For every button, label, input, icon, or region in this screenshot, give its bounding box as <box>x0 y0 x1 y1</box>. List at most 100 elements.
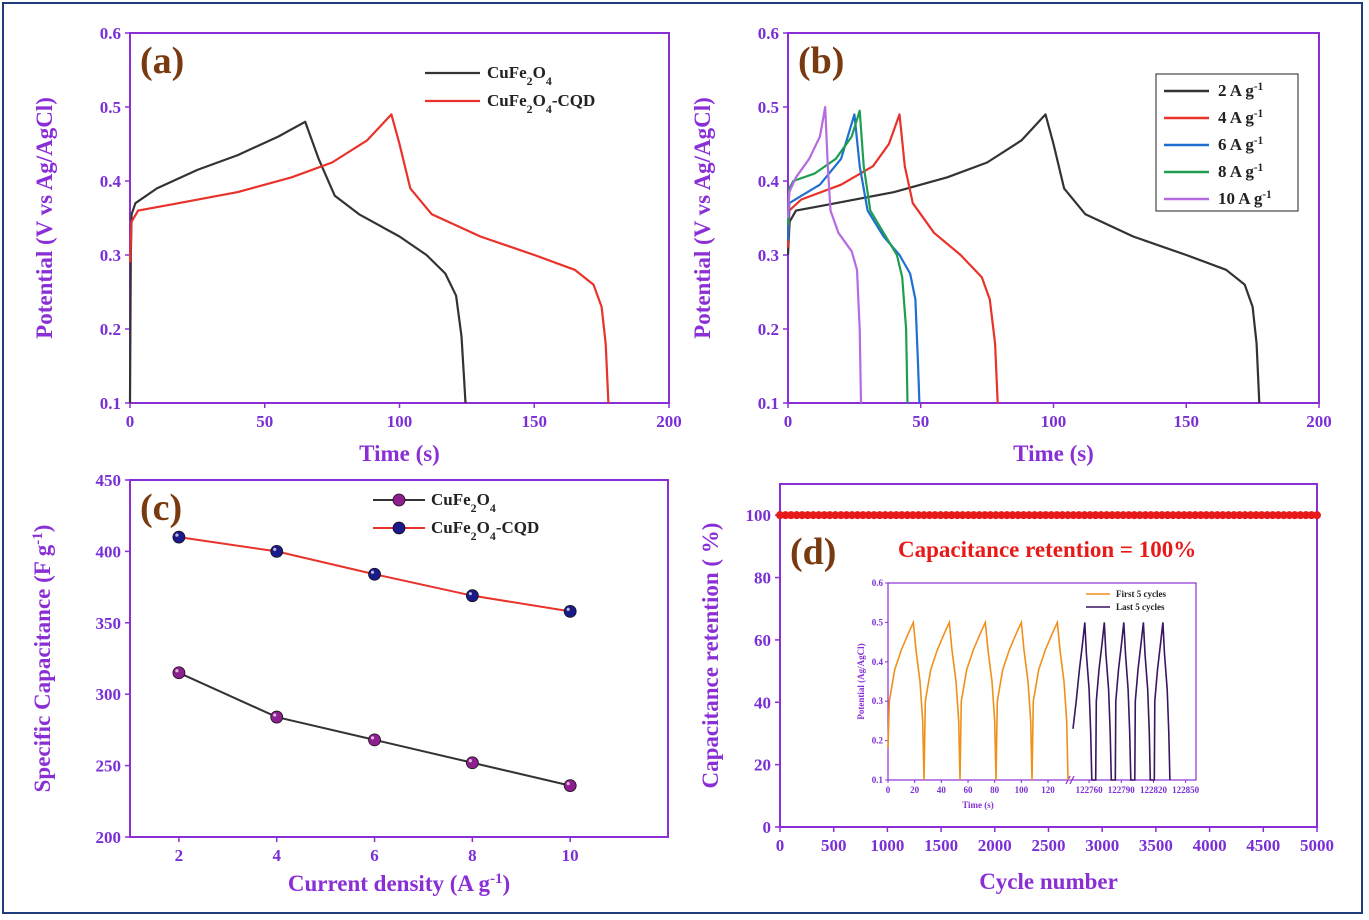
series-line-6 A g-1 <box>786 113 921 404</box>
data-point <box>931 511 940 520</box>
y-tick-label: 0.4 <box>100 172 122 191</box>
inset-y-tick-label: 0.5 <box>872 617 884 627</box>
data-point <box>1285 511 1294 520</box>
panel-d: 0 500 1000 1500 2000 2500 3000 3500 4000 4500 5000… <box>698 483 1334 894</box>
data-point <box>1229 511 1238 520</box>
data-point <box>368 733 381 747</box>
x-tick-label: 2000 <box>978 836 1012 855</box>
y-tick-label: 0.6 <box>100 24 121 43</box>
x-tick-label: 5000 <box>1300 836 1334 855</box>
x-tick-label: 10 <box>562 846 579 865</box>
x-tick-label: 50 <box>256 412 273 431</box>
y-tick-label: 80 <box>754 569 771 588</box>
data-point <box>1279 511 1288 520</box>
axis-break <box>1069 775 1075 785</box>
data-point <box>1108 511 1117 520</box>
data-point <box>1119 511 1128 520</box>
legend-label: CuFe2O4 <box>431 490 496 515</box>
plot-area-a <box>129 32 670 404</box>
data-point <box>1052 511 1061 520</box>
data-point <box>825 511 834 520</box>
data-point <box>903 511 912 520</box>
data-point <box>892 511 901 520</box>
data-point <box>563 604 577 618</box>
data-point <box>919 511 928 520</box>
data-point <box>1025 511 1034 520</box>
series-line-CuFe2O4-CQD <box>128 113 610 404</box>
data-point <box>1041 511 1050 520</box>
plot-area-c <box>129 479 669 838</box>
data-point <box>809 511 818 520</box>
data-point-highlight <box>370 736 375 740</box>
data-point <box>1058 511 1067 520</box>
data-point <box>853 511 862 520</box>
data-point <box>792 511 801 520</box>
data-point <box>1257 511 1266 520</box>
retention-annotation: Capacitance retention = 100% <box>898 537 1196 562</box>
y-tick-label: 450 <box>96 471 122 490</box>
series-line-8 A g-1 <box>786 109 909 404</box>
x-tick-label: 4000 <box>1193 836 1227 855</box>
x-axis-title: Cycle number <box>979 869 1118 894</box>
x-tick-label: 150 <box>1174 412 1200 431</box>
panel-label-c: (c) <box>140 487 182 529</box>
data-point-highlight <box>370 570 375 574</box>
x-tick-label: 200 <box>1306 412 1332 431</box>
data-point <box>1063 511 1072 520</box>
inset-x-tick-label: 122820 <box>1140 785 1168 795</box>
data-point <box>897 511 906 520</box>
data-point <box>1207 511 1216 520</box>
x-tick-label: 50 <box>912 412 929 431</box>
data-point <box>1036 511 1045 520</box>
y-tick-label: 0.2 <box>758 320 779 339</box>
y-axis-title: Potential (V vs Ag/AgCl) <box>32 97 57 339</box>
data-point <box>964 511 973 520</box>
data-point <box>1218 511 1227 520</box>
x-tick-label: 6 <box>370 846 379 865</box>
x-tick-label: 0 <box>776 836 785 855</box>
series-line-10 A g-1 <box>786 105 863 404</box>
x-tick-label: 4500 <box>1246 836 1280 855</box>
y-tick-label: 0 <box>763 818 772 837</box>
y-tick-label: 250 <box>96 757 122 776</box>
data-point-highlight <box>468 759 472 763</box>
data-point <box>875 511 884 520</box>
data-point <box>1097 511 1106 520</box>
x-tick-label: 3500 <box>1139 836 1173 855</box>
panel-c: 2 4 6 8 10 200 250 300 350 400 450 Current density … <box>30 471 669 896</box>
data-point <box>1296 511 1305 520</box>
data-point <box>1135 511 1144 520</box>
y-tick-label: 0.6 <box>758 24 779 43</box>
inset-y-tick-label: 0.1 <box>872 775 884 785</box>
y-tick-label: 350 <box>96 614 122 633</box>
y-axis-title: Specific Capacitance (F g-1) <box>30 525 55 793</box>
data-point <box>925 511 934 520</box>
data-point <box>1163 511 1172 520</box>
y-tick-label: 0.1 <box>100 394 121 413</box>
data-point <box>975 511 984 520</box>
data-point <box>953 511 962 520</box>
data-point <box>1080 511 1089 520</box>
legend-label: CuFe2O4 <box>487 63 552 88</box>
x-tick-label: 4 <box>272 846 281 865</box>
data-point-highlight <box>566 607 570 611</box>
data-point <box>787 511 796 520</box>
data-point <box>986 511 995 520</box>
inset-x-tick-label: 122790 <box>1108 785 1136 795</box>
x-tick-label: 150 <box>522 412 548 431</box>
inset-plot-area <box>887 582 1197 781</box>
data-point <box>842 511 851 520</box>
series-line-CuFe2O4 <box>128 120 467 404</box>
inset-x-tick-label: 122850 <box>1172 785 1200 795</box>
data-point <box>1146 511 1155 520</box>
data-point <box>803 511 812 520</box>
legend-label: 2 A g-1 <box>1218 81 1263 100</box>
legend-label: 4 A g-1 <box>1218 108 1263 127</box>
data-point <box>1047 511 1056 520</box>
x-tick-label: 0 <box>126 412 135 431</box>
data-point <box>820 511 829 520</box>
y-tick-label: 60 <box>754 631 771 650</box>
inset-first-cycles-line <box>887 619 1069 781</box>
inset-x-title: Time (s) <box>962 800 994 810</box>
inset-legend-label: Last 5 cycles <box>1116 602 1165 612</box>
